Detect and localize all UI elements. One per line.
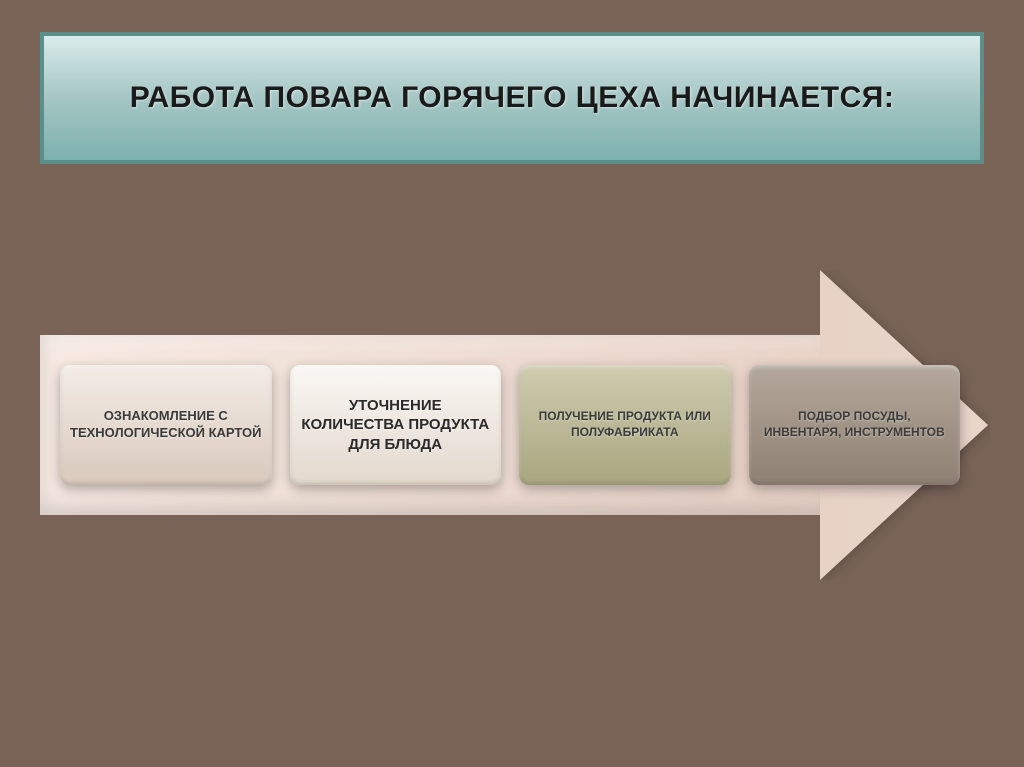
step-4: ПОДБОР ПОСУДЫ, ИНВЕНТАРЯ, ИНСТРУМЕНТОВ (749, 365, 961, 485)
step-2: УТОЧНЕНИЕ КОЛИЧЕСТВА ПРОДУКТА ДЛЯ БЛЮДА (290, 365, 502, 485)
process-arrow: ОЗНАКОМЛЕНИЕ С ТЕХНОЛОГИЧЕСКОЙ КАРТОЙ УТ… (40, 270, 984, 590)
step-label: ПОДБОР ПОСУДЫ, ИНВЕНТАРЯ, ИНСТРУМЕНТОВ (759, 409, 951, 440)
step-label: ПОЛУЧЕНИЕ ПРОДУКТА ИЛИ ПОЛУФАБРИКАТА (529, 409, 721, 440)
slide-background: РАБОТА ПОВАРА ГОРЯЧЕГО ЦЕХА НАЧИНАЕТСЯ: … (0, 0, 1024, 767)
step-label: УТОЧНЕНИЕ КОЛИЧЕСТВА ПРОДУКТА ДЛЯ БЛЮДА (300, 396, 492, 455)
step-label: ОЗНАКОМЛЕНИЕ С ТЕХНОЛОГИЧЕСКОЙ КАРТОЙ (70, 408, 262, 442)
title-box: РАБОТА ПОВАРА ГОРЯЧЕГО ЦЕХА НАЧИНАЕТСЯ: (40, 32, 984, 164)
steps-row: ОЗНАКОМЛЕНИЕ С ТЕХНОЛОГИЧЕСКОЙ КАРТОЙ УТ… (60, 365, 960, 485)
step-3: ПОЛУЧЕНИЕ ПРОДУКТА ИЛИ ПОЛУФАБРИКАТА (519, 365, 731, 485)
slide-title: РАБОТА ПОВАРА ГОРЯЧЕГО ЦЕХА НАЧИНАЕТСЯ: (130, 81, 895, 115)
step-1: ОЗНАКОМЛЕНИЕ С ТЕХНОЛОГИЧЕСКОЙ КАРТОЙ (60, 365, 272, 485)
